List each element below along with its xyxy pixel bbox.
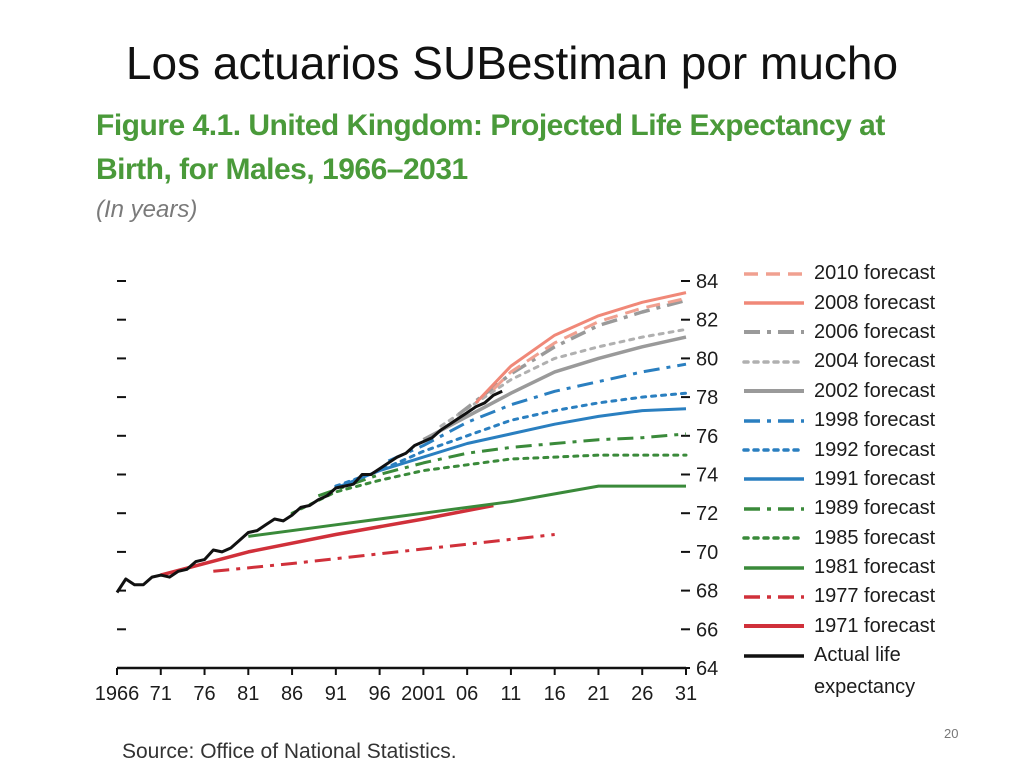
legend-item: 1991 forecast bbox=[742, 465, 1012, 494]
legend-swatch bbox=[744, 271, 804, 276]
legend-item: 1985 forecast bbox=[742, 524, 1012, 553]
legend-label: 1991 forecast bbox=[814, 467, 936, 490]
figure-title: Figure 4.1. United Kingdom: Projected Li… bbox=[96, 109, 885, 186]
legend-swatch bbox=[744, 389, 804, 394]
legend-swatch bbox=[742, 360, 806, 364]
legend-item: 1971 forecast bbox=[742, 612, 1012, 641]
legend-item: 1977 forecast bbox=[742, 582, 1012, 611]
x-tick-label: 2001 bbox=[401, 683, 446, 705]
series-line-2006-forecast bbox=[457, 298, 687, 416]
legend-label: 2008 forecast bbox=[814, 291, 936, 314]
legend-swatch bbox=[744, 507, 804, 511]
legend-item: 2006 forecast bbox=[742, 318, 1012, 347]
series-line-2010-forecast bbox=[492, 296, 687, 391]
y-tick-label: 76 bbox=[696, 426, 718, 448]
figure-subtitle: (In years) bbox=[96, 196, 198, 223]
legend-swatch bbox=[744, 595, 804, 599]
series-line-1971-forecast bbox=[160, 503, 494, 577]
series-line-1998-forecast bbox=[387, 362, 687, 463]
legend-swatch bbox=[744, 654, 804, 658]
legend-swatch bbox=[744, 624, 804, 629]
legend-label: 1992 forecast bbox=[814, 438, 936, 461]
legend-label: 1985 forecast bbox=[814, 526, 936, 549]
legend-swatch bbox=[744, 330, 804, 335]
x-tick-label: 11 bbox=[501, 683, 522, 705]
x-tick-label: 16 bbox=[544, 683, 566, 705]
y-tick-label: 78 bbox=[696, 387, 718, 409]
legend-swatch bbox=[742, 536, 806, 540]
x-tick-label: 06 bbox=[456, 683, 478, 705]
legend-label: 2010 forecast bbox=[814, 262, 936, 285]
legend-label: 2006 forecast bbox=[814, 320, 936, 343]
y-tick-label: 74 bbox=[696, 465, 718, 487]
y-tick-label: 72 bbox=[696, 503, 718, 525]
legend-label: 1977 forecast bbox=[814, 585, 936, 608]
legend-label: 1989 forecast bbox=[814, 497, 936, 520]
legend-label: Actual life expectancy bbox=[814, 644, 916, 699]
y-tick-label: 80 bbox=[696, 348, 718, 370]
x-tick-label: 21 bbox=[587, 683, 609, 705]
legend-label: 1971 forecast bbox=[814, 614, 936, 637]
legend-label: 1998 forecast bbox=[814, 409, 936, 432]
x-tick-label: 91 bbox=[325, 683, 347, 705]
y-tick-label: 64 bbox=[696, 658, 718, 680]
series-line-2008-forecast bbox=[474, 291, 687, 404]
legend-swatch bbox=[744, 301, 804, 305]
legend-label: 2002 forecast bbox=[814, 379, 936, 402]
legend-item: 1998 forecast bbox=[742, 406, 1012, 435]
figure-source: Source: Office of National Statistics. bbox=[122, 740, 457, 763]
series-line-2004-forecast bbox=[439, 327, 688, 428]
series-line-1991-forecast bbox=[335, 407, 687, 490]
series-line-1992-forecast bbox=[334, 391, 688, 488]
y-tick-label: 68 bbox=[696, 581, 718, 603]
x-tick-label: 76 bbox=[193, 683, 215, 705]
series-line-2002-forecast bbox=[422, 335, 687, 442]
legend-swatch bbox=[744, 477, 804, 482]
legend-swatch bbox=[744, 565, 804, 570]
y-tick-label: 66 bbox=[696, 619, 718, 641]
legend-item: 1989 forecast bbox=[742, 494, 1012, 523]
x-tick-label: 26 bbox=[631, 683, 653, 705]
y-tick-label: 82 bbox=[696, 310, 718, 332]
slide-title: Los actuarios SUBestiman por mucho bbox=[125, 37, 899, 89]
y-tick-label: 84 bbox=[696, 271, 718, 293]
legend-item: 2002 forecast bbox=[742, 377, 1012, 406]
y-tick-label: 70 bbox=[696, 542, 718, 564]
legend-item: 2010 forecast bbox=[742, 259, 1012, 288]
series-line-1989-forecast bbox=[317, 432, 687, 498]
x-tick-label: 71 bbox=[150, 683, 172, 705]
legend-item: 1981 forecast bbox=[742, 553, 1012, 582]
x-tick-label: 1966 bbox=[95, 683, 140, 705]
legend-item: 1992 forecast bbox=[742, 435, 1012, 464]
legend-label: 1981 forecast bbox=[814, 556, 936, 579]
legend-label: 2004 forecast bbox=[814, 350, 936, 373]
legend-swatch bbox=[744, 418, 804, 423]
x-tick-label: 86 bbox=[281, 683, 303, 705]
x-tick-label: 81 bbox=[237, 683, 259, 705]
series-line-1977-forecast bbox=[213, 533, 555, 573]
page-number: 20 bbox=[944, 726, 959, 741]
series-line-actual-life-expectancy bbox=[115, 389, 503, 594]
series-line-1985-forecast bbox=[290, 453, 688, 515]
legend-swatch bbox=[742, 448, 806, 452]
legend-item: Actual life expectancy bbox=[742, 641, 1012, 701]
x-tick-label: 31 bbox=[675, 683, 697, 705]
x-tick-label: 96 bbox=[368, 683, 390, 705]
series-line-1981-forecast bbox=[248, 484, 686, 538]
chart-legend: 2010 forecast 2008 forecast 2006 forecas… bbox=[742, 259, 1012, 701]
legend-item: 2008 forecast bbox=[742, 288, 1012, 317]
legend-item: 2004 forecast bbox=[742, 347, 1012, 376]
